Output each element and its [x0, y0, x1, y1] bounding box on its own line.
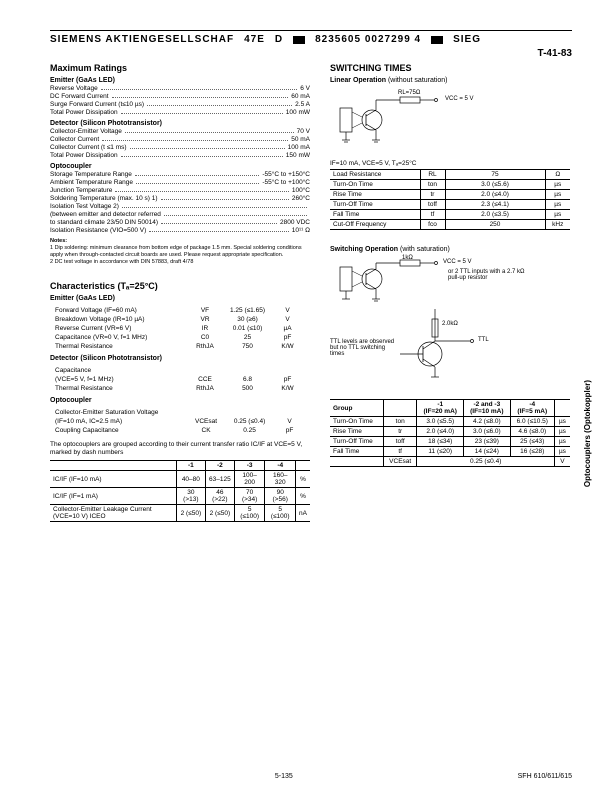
circuit2-note1: or 2 TTL inputs with a 2.7 kΩ pull-up re… — [448, 269, 528, 281]
spec-label: (between emitter and detector referred — [50, 211, 161, 218]
spec-row: Isolation Test Voltage 2) — [50, 203, 310, 210]
corner-code: T-41-83 — [538, 48, 572, 59]
spec-row: Isolation Resistance (VIO=500 V) 10¹¹ Ω — [50, 227, 310, 234]
side-tab: Optocouplers (Optokoppler) — [583, 380, 592, 487]
spec-value: 100 mW — [286, 109, 310, 116]
chars-title: Characteristics (Tₐ=25°C) — [50, 281, 310, 291]
group-text: The optocouplers are grouped according t… — [50, 441, 310, 458]
circuit2-r: 1kΩ — [402, 255, 413, 261]
spec-value: 6 V — [300, 85, 310, 92]
chars-emitter-table: Forward Voltage (IF=60 mA)VF1.25 (≤1.65)… — [50, 306, 300, 351]
notes-title: Notes: — [50, 238, 67, 244]
spec-row: Collector Current (t ≤1 ms) 100 mA — [50, 144, 310, 151]
page-footer: 5-135 SFH 610/611/615 — [0, 773, 612, 780]
spec-value: -55°C to +100°C — [262, 179, 310, 186]
spec-label: Soldering Temperature (max. 10 s) 1) — [50, 195, 158, 202]
spec-value: 100°C — [292, 187, 310, 194]
linear-cond: IF=10 mA, VCE=5 V, Tₐ=25°C — [330, 160, 570, 167]
spec-row: DC Forward Current 60 mA — [50, 93, 310, 100]
group-table: -1-2-3-4IC/IF (IF=10 mA)40–8063–125100–2… — [50, 460, 310, 522]
spec-row: Junction Temperature 100°C — [50, 187, 310, 194]
spec-label: Junction Temperature — [50, 187, 112, 194]
circuit1-v: VCC = 5 V — [445, 96, 474, 102]
notes-section: Notes: 1 Dip soldering: minimum clearanc… — [50, 238, 310, 267]
detector-title: Detector (Silicon Phototransistor) — [50, 120, 310, 127]
spec-row: Surge Forward Current (t≤10 µs) 2.5 A — [50, 101, 310, 108]
spec-label: Isolation Resistance (VIO=500 V) — [50, 227, 146, 234]
sat-table: Group-1 (IF=20 mA)-2 and -3 (IF=10 mA)-4… — [330, 399, 570, 467]
spec-label: Storage Temperature Range — [50, 171, 132, 178]
opto-title: Optocoupler — [50, 163, 310, 170]
header-code3: 8235605 0027299 4 — [315, 34, 421, 45]
header-code2: D — [275, 34, 283, 45]
sat-circuit-diagram: 1kΩ VCC = 5 V or 2 TTL inputs with a 2.7… — [330, 259, 570, 389]
spec-row: to standard climate 23/50 DIN 50014) 2800… — [50, 219, 310, 226]
spec-row: Total Power Dissipation 150 mW — [50, 152, 310, 159]
spec-value: 2800 VDC — [280, 219, 310, 226]
chars-opto-table: Collector-Emitter Saturation Voltage(IF=… — [50, 408, 302, 435]
spec-row: Collector-Emitter Voltage 70 V — [50, 128, 310, 135]
sat-title: Switching Operation — [330, 246, 398, 253]
circuit1-r: RL=75Ω — [398, 90, 420, 96]
footer-page: 5-135 — [275, 773, 293, 780]
spec-label: Isolation Test Voltage 2) — [50, 203, 119, 210]
spec-label: Collector Current — [50, 136, 99, 143]
page-header: SIEMENS AKTIENGESELLSCHAF 47E D 8235605 … — [50, 30, 572, 45]
header-company: SIEMENS AKTIENGESELLSCHAF — [50, 34, 234, 45]
spec-row: Reverse Voltage 6 V — [50, 85, 310, 92]
left-column: Maximum Ratings Emitter (GaAs LED) Rever… — [50, 55, 310, 522]
spec-row: Total Power Dissipation 100 mW — [50, 109, 310, 116]
spec-label: Total Power Dissipation — [50, 109, 118, 116]
chars-detector-title: Detector (Silicon Phototransistor) — [50, 355, 310, 362]
spec-row: (between emitter and detector referred — [50, 211, 310, 218]
spec-label: to standard climate 23/50 DIN 50014) — [50, 219, 158, 226]
spec-value: 60 mA — [291, 93, 310, 100]
chars-opto-title: Optocoupler — [50, 397, 310, 404]
spec-label: Total Power Dissipation — [50, 152, 118, 159]
max-ratings-title: Maximum Ratings — [50, 63, 310, 73]
spec-label: Collector-Emitter Voltage — [50, 128, 122, 135]
black-box-icon — [431, 36, 443, 44]
spec-value: 10¹¹ Ω — [292, 227, 310, 234]
spec-value: 50 mA — [291, 136, 310, 143]
header-code4: SIEG — [453, 34, 481, 45]
spec-value: 100 mA — [288, 144, 310, 151]
spec-label: Reverse Voltage — [50, 85, 98, 92]
spec-row: Soldering Temperature (max. 10 s) 1) 260°… — [50, 195, 310, 202]
spec-value: -55°C to +150°C — [262, 171, 310, 178]
spec-value: 260°C — [292, 195, 310, 202]
linear-title: Linear Operation — [330, 77, 386, 84]
spec-row: Ambient Temperature Range -55°C to +100°C — [50, 179, 310, 186]
linear-circuit-diagram: RL=75Ω VCC = 5 V — [330, 90, 570, 150]
circuit2-note2: TTL levels are observed but no TTL switc… — [330, 339, 400, 357]
sat-sub: (with saturation) — [400, 246, 450, 253]
spec-row: Storage Temperature Range -55°C to +150°C — [50, 171, 310, 178]
footer-part: SFH 610/611/615 — [518, 773, 572, 780]
spec-value: 70 V — [297, 128, 310, 135]
black-box-icon — [293, 36, 305, 44]
linear-sub: (without saturation) — [388, 77, 448, 84]
note-1: 1 Dip soldering: minimum clearance from … — [50, 245, 302, 258]
spec-row: Collector Current 50 mA — [50, 136, 310, 143]
linear-table: Load ResistanceRL75ΩTurn-On Timeton3.0 (… — [330, 169, 570, 230]
circuit2-r2: 2.0kΩ — [442, 321, 458, 327]
chars-detector-table: Capacitance (VCE=5 V, f=1 MHz)CCE6.8pFTh… — [50, 366, 300, 393]
spec-label: Ambient Temperature Range — [50, 179, 133, 186]
circuit2-v: VCC = 5 V — [443, 259, 472, 265]
spec-label: Surge Forward Current (t≤10 µs) — [50, 101, 144, 108]
note-2: 2 DC test voltage in accordance with DIN… — [50, 259, 193, 265]
spec-label: Collector Current (t ≤1 ms) — [50, 144, 127, 151]
emitter-title: Emitter (GaAs LED) — [50, 77, 310, 84]
right-column: SWITCHING TIMES Linear Operation (withou… — [330, 55, 570, 522]
spec-value: 150 mW — [286, 152, 310, 159]
spec-value: 2.5 A — [295, 101, 310, 108]
header-code1: 47E — [244, 34, 265, 45]
switching-title: SWITCHING TIMES — [330, 63, 570, 73]
circuit2-out: TTL — [478, 337, 489, 343]
chars-emitter-title: Emitter (GaAs LED) — [50, 295, 310, 302]
spec-label: DC Forward Current — [50, 93, 109, 100]
